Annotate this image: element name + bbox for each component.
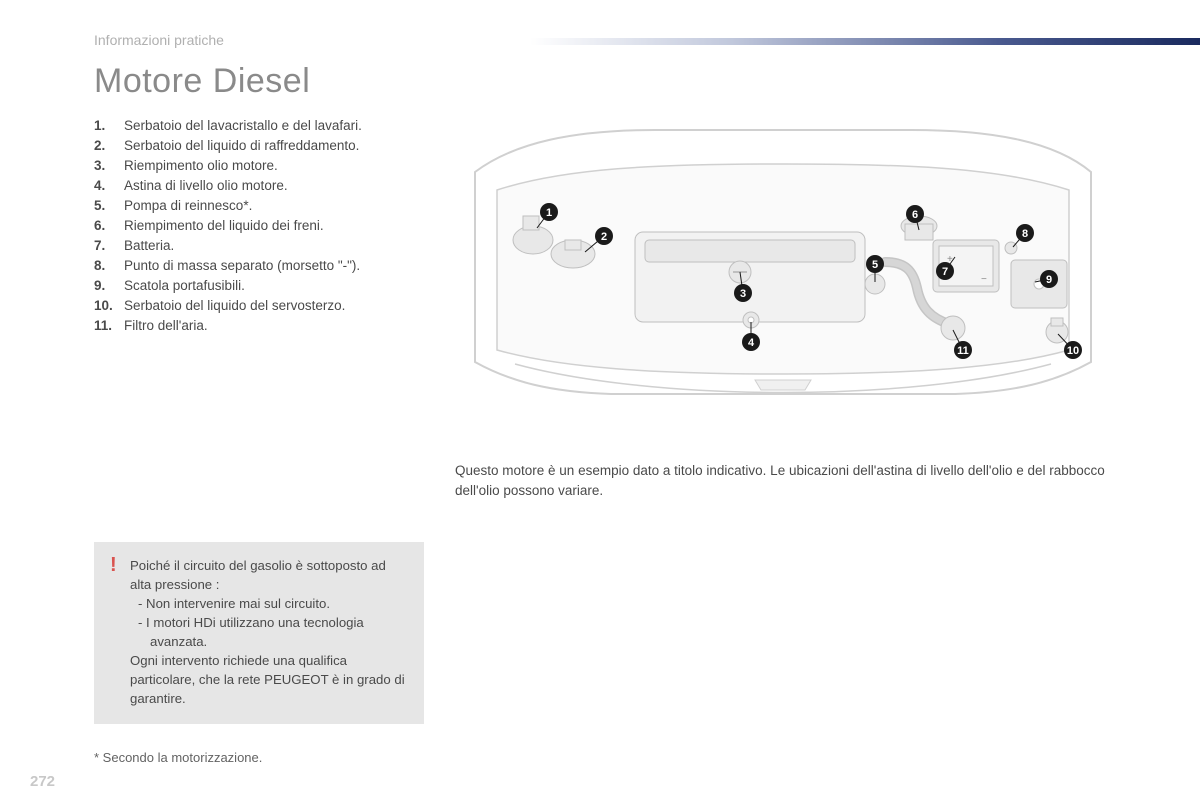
svg-text:9: 9	[1046, 274, 1052, 286]
warning-intro: Poiché il circuito del gasolio è sottopo…	[130, 558, 386, 592]
list-item-text: Serbatoio del lavacristallo e del lavafa…	[124, 116, 434, 136]
list-item-text: Filtro dell'aria.	[124, 316, 434, 336]
list-item-number: 3.	[94, 156, 124, 176]
list-item: 3.Riempimento olio motore.	[94, 156, 434, 176]
warning-outro: Ogni intervento richiede una qualifica p…	[130, 653, 405, 706]
list-item-number: 5.	[94, 196, 124, 216]
page-title: Motore Diesel	[94, 62, 310, 101]
list-item-text: Scatola portafusibili.	[124, 276, 434, 296]
warning-body: Poiché il circuito del gasolio è sottopo…	[130, 556, 408, 708]
list-item: 7.Batteria.	[94, 236, 434, 256]
list-item-number: 9.	[94, 276, 124, 296]
list-item-number: 11.	[94, 316, 124, 336]
section-label: Informazioni pratiche	[94, 32, 224, 48]
list-item-number: 1.	[94, 116, 124, 136]
svg-text:11: 11	[957, 345, 969, 357]
list-item-number: 6.	[94, 216, 124, 236]
list-item-text: Riempimento olio motore.	[124, 156, 434, 176]
svg-text:4: 4	[748, 337, 755, 349]
list-item-number: 4.	[94, 176, 124, 196]
header-rule	[530, 38, 1200, 45]
list-item: 10.Serbatoio del liquido del servosterzo…	[94, 296, 434, 316]
list-item-text: Serbatoio del liquido di raffreddamento.	[124, 136, 434, 156]
svg-text:3: 3	[740, 288, 746, 300]
footnote: * Secondo la motorizzazione.	[94, 750, 262, 765]
list-item: 8.Punto di massa separato (morsetto "-")…	[94, 256, 434, 276]
list-item: 2.Serbatoio del liquido di raffreddament…	[94, 136, 434, 156]
warning-box: ! Poiché il circuito del gasolio è sotto…	[94, 542, 424, 724]
list-item-number: 2.	[94, 136, 124, 156]
page-number: 272	[30, 773, 55, 790]
list-item-number: 10.	[94, 296, 124, 316]
component-list: 1.Serbatoio del lavacristallo e del lava…	[94, 116, 434, 336]
svg-text:8: 8	[1022, 228, 1028, 240]
list-item-text: Batteria.	[124, 236, 434, 256]
list-item-text: Astina di livello olio motore.	[124, 176, 434, 196]
svg-text:7: 7	[942, 266, 948, 278]
list-item: 4.Astina di livello olio motore.	[94, 176, 434, 196]
list-item-number: 8.	[94, 256, 124, 276]
list-item: 5.Pompa di reinnesco*.	[94, 196, 434, 216]
list-item: 1.Serbatoio del lavacristallo e del lava…	[94, 116, 434, 136]
svg-text:5: 5	[872, 259, 878, 271]
list-item: 6.Riempimento del liquido dei freni.	[94, 216, 434, 236]
engine-diagram: +−1234567891011	[455, 112, 1111, 397]
warning-bullet: - I motori HDi utilizzano una tecnologia…	[130, 613, 408, 651]
svg-text:2: 2	[601, 231, 607, 243]
svg-text:10: 10	[1067, 345, 1079, 357]
warning-bullet: - Non intervenire mai sul circuito.	[130, 594, 408, 613]
list-item-number: 7.	[94, 236, 124, 256]
svg-text:6: 6	[912, 209, 918, 221]
diagram-caption: Questo motore è un esempio dato a titolo…	[455, 461, 1115, 501]
list-item: 11.Filtro dell'aria.	[94, 316, 434, 336]
list-item: 9.Scatola portafusibili.	[94, 276, 434, 296]
list-item-text: Riempimento del liquido dei freni.	[124, 216, 434, 236]
warning-icon: !	[110, 556, 130, 708]
list-item-text: Punto di massa separato (morsetto "-").	[124, 256, 434, 276]
svg-text:−: −	[981, 274, 987, 285]
list-item-text: Pompa di reinnesco*.	[124, 196, 434, 216]
svg-text:1: 1	[546, 207, 552, 219]
list-item-text: Serbatoio del liquido del servosterzo.	[124, 296, 434, 316]
